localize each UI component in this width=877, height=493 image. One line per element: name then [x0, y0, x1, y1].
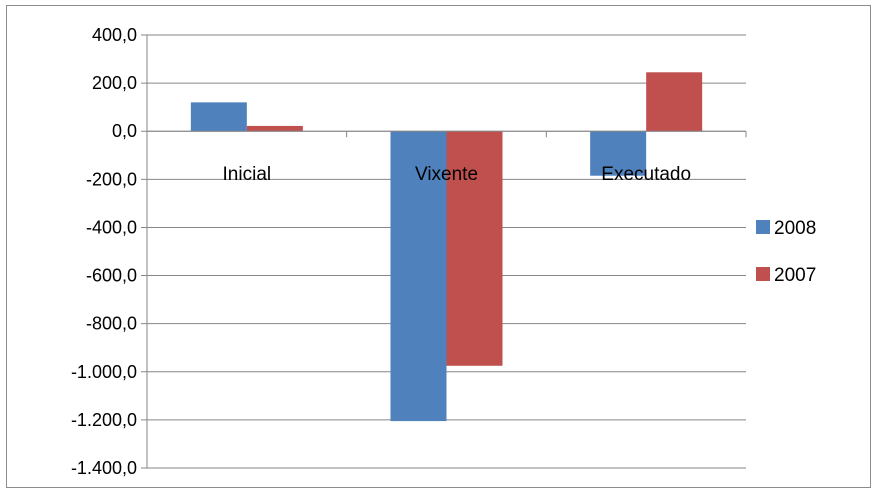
bar-2007-executado: [646, 72, 703, 132]
y-tick-label: -800,0: [86, 314, 137, 334]
y-tick-label: -1.200,0: [71, 410, 137, 430]
y-tick-label: -600,0: [86, 266, 137, 286]
category-label: Vixente: [415, 164, 478, 185]
bar-2008-executado: [590, 131, 647, 176]
y-tick-label: -400,0: [86, 217, 137, 237]
legend-swatch-2008: [756, 220, 770, 234]
legend-label-2008: 2008: [774, 218, 816, 239]
legend-label-2007: 2007: [774, 265, 816, 286]
chart-frame: [6, 5, 871, 488]
y-tick-label: -1.000,0: [71, 362, 137, 382]
category-label: Executado: [601, 164, 691, 185]
y-tick-label: 0,0: [112, 121, 137, 141]
y-tick-label: 400,0: [92, 25, 137, 45]
legend-swatch-2007: [756, 267, 770, 281]
bar-2007-inicial: [246, 125, 303, 132]
bar-2008-inicial: [190, 102, 247, 132]
category-label: Inicial: [223, 164, 272, 185]
bar-2008-vixente: [390, 131, 447, 422]
bar-2007-vixente: [446, 131, 503, 366]
y-tick-label: -200,0: [86, 169, 137, 189]
y-tick-label: 200,0: [92, 73, 137, 93]
y-tick-label: -1.400,0: [71, 458, 137, 478]
